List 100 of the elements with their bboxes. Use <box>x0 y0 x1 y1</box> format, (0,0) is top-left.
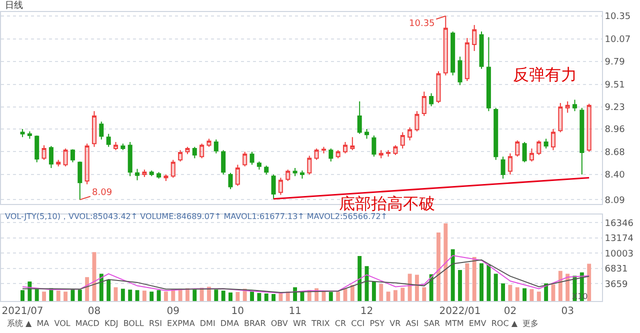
candlestick <box>565 100 570 114</box>
candlestick <box>286 169 290 182</box>
candlestick <box>106 133 111 148</box>
bar <box>99 274 104 302</box>
x-tick-label: 10 <box>231 306 244 318</box>
bar <box>536 292 541 302</box>
bar <box>142 290 146 302</box>
candlestick <box>135 168 140 181</box>
candlestick <box>235 164 240 186</box>
candlestick <box>342 141 348 154</box>
x-tick-label: 2022/01 <box>439 306 481 318</box>
bar <box>264 293 268 302</box>
bar <box>358 256 362 302</box>
candlestick <box>221 150 226 176</box>
bar <box>278 293 283 302</box>
bar <box>486 264 491 302</box>
bar <box>480 263 484 302</box>
candlestick <box>464 37 470 82</box>
candlestick <box>278 177 283 196</box>
y-tick-label: 6831 <box>604 264 628 275</box>
candlestick <box>164 174 168 182</box>
bar <box>408 274 412 302</box>
candlestick <box>78 161 82 200</box>
candlestick <box>170 159 176 178</box>
annotation: X10 <box>572 292 588 301</box>
annotation: 10.35 <box>409 19 435 29</box>
bar <box>379 284 384 302</box>
bar <box>558 270 562 302</box>
y-tick-label: 9.51 <box>604 80 625 90</box>
candlestick <box>422 91 426 116</box>
bar <box>328 292 333 302</box>
bar <box>20 290 24 302</box>
bar <box>515 287 520 302</box>
candlestick <box>128 141 132 177</box>
candlestick <box>408 126 412 141</box>
bar <box>64 292 68 302</box>
text: 系统 ▲ MA VOL MACD KDJ BOLL RSI EXPMA DMI DMA BRAR OBV WR TRIX CR CCI PSY VR ASI SAR MTM EMV ROC ▲ 更多 <box>7 319 539 328</box>
candlestick <box>558 102 563 133</box>
bar <box>164 292 168 302</box>
bar <box>522 288 527 302</box>
bar <box>544 283 548 302</box>
candlestick <box>436 70 441 104</box>
bar <box>272 294 276 302</box>
candlestick <box>350 136 355 151</box>
annotation: 底部抬高不破 <box>339 194 435 213</box>
candlestick <box>536 140 542 156</box>
y-tick-label: 8.68 <box>604 148 626 158</box>
bar <box>214 290 218 302</box>
candlestick <box>515 140 520 158</box>
x-tick-label: 2021/07 <box>2 306 44 318</box>
bar <box>444 223 448 302</box>
candlestick <box>256 161 262 170</box>
candlestick <box>429 92 434 107</box>
bar <box>465 263 470 302</box>
candlestick <box>84 143 90 185</box>
candlestick <box>264 165 269 176</box>
candlestick <box>472 24 477 52</box>
y-tick-label: 10.35 <box>604 12 631 22</box>
bar <box>336 292 340 302</box>
bar <box>257 293 262 302</box>
candlestick <box>443 15 448 76</box>
bar <box>56 290 60 302</box>
candlestick <box>250 151 254 166</box>
annotation: VOL-JTY(5,10)，VVOL:85043.42↑ VOLUME:84689.07↑ MAVOL1:61677.13↑ MAVOL2:56566.72↑ <box>5 212 388 221</box>
candlestick <box>206 138 212 148</box>
bar <box>236 292 240 302</box>
y-tick-label: 10003 <box>604 249 634 260</box>
bar <box>386 292 390 302</box>
y-tick-label: 3659 <box>604 280 628 290</box>
y-tick-label: 9.79 <box>604 58 626 68</box>
candlestick <box>42 144 46 160</box>
candlestick <box>300 170 304 180</box>
bar <box>422 287 426 302</box>
candlestick <box>214 139 218 154</box>
candlestick <box>178 150 183 162</box>
bar <box>494 274 498 302</box>
candlestick <box>414 110 420 132</box>
bar <box>436 232 440 302</box>
bar <box>393 290 398 302</box>
candlestick <box>486 36 491 112</box>
candlestick <box>20 128 25 138</box>
bar <box>221 290 226 302</box>
bar <box>400 288 405 302</box>
bar <box>587 264 592 302</box>
y-tick-label: 13174 <box>604 234 634 244</box>
y-tick-label: 16346 <box>604 218 634 229</box>
candlestick <box>321 146 326 154</box>
bar <box>250 292 254 302</box>
bar <box>42 292 46 302</box>
annotation: 反弹有力 <box>513 65 577 84</box>
bar <box>78 290 82 302</box>
bar <box>228 292 232 302</box>
candlestick <box>550 128 556 151</box>
bar <box>458 270 462 302</box>
x-tick-label: 02 <box>504 306 517 318</box>
candlestick <box>200 143 204 159</box>
candlestick <box>292 168 298 177</box>
bar <box>472 256 476 302</box>
y-tick-label: 8.96 <box>604 125 626 136</box>
candlestick <box>27 130 32 140</box>
